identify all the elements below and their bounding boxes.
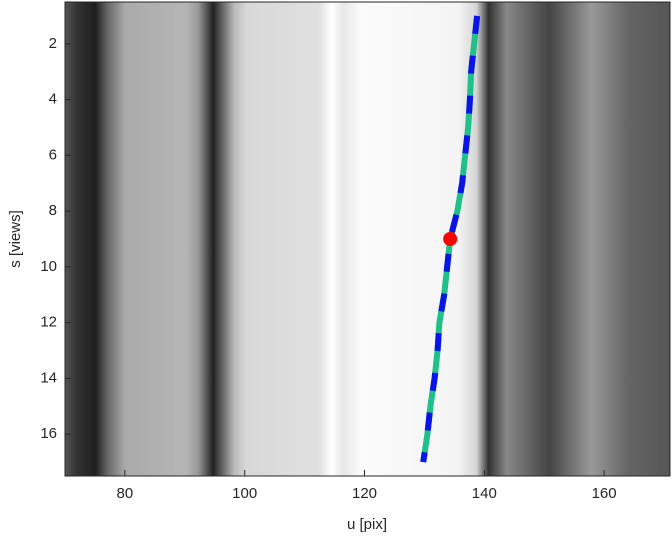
x-tick-label: 120 <box>352 485 377 502</box>
y-axis-label: s [views] <box>7 210 24 268</box>
y-tick-label: 14 <box>40 369 57 386</box>
x-tick-label: 80 <box>117 485 134 502</box>
y-tick-label: 12 <box>40 314 57 331</box>
y-tick-label: 10 <box>40 258 57 275</box>
y-tick-label: 2 <box>49 35 57 52</box>
plot-frame <box>64 1 671 477</box>
x-tick-label: 160 <box>592 485 617 502</box>
y-tick-label: 16 <box>40 425 57 442</box>
line-dashes <box>420 15 481 463</box>
image-background <box>65 2 670 476</box>
x-axis-label: u [pix] <box>347 516 387 533</box>
x-tick-label: 100 <box>232 485 257 502</box>
x-tick-label: 140 <box>472 485 497 502</box>
point <box>443 232 458 246</box>
y-tick-label: 4 <box>49 91 57 108</box>
y-tick-label: 6 <box>49 146 57 163</box>
y-tick-label: 8 <box>49 202 57 219</box>
